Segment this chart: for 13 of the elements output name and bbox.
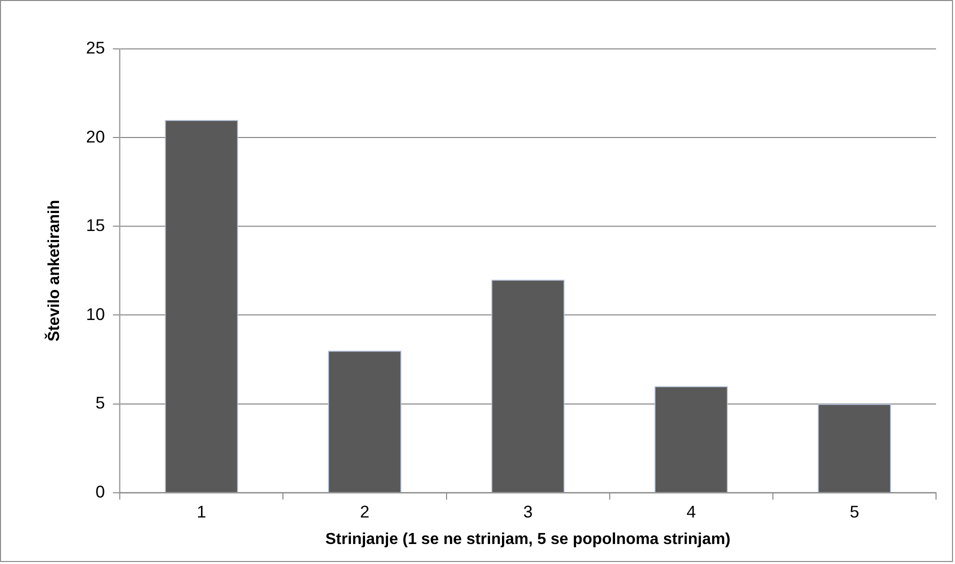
x-tick-label: 4 [686, 502, 696, 522]
x-tick-label: 2 [360, 502, 370, 522]
x-tick-label: 5 [850, 502, 860, 522]
y-axis-title: Število anketiranih [44, 200, 63, 342]
y-tick-label: 5 [95, 394, 105, 413]
x-tick-label: 3 [523, 502, 533, 522]
y-tick-label: 10 [86, 304, 105, 324]
y-tick-label: 0 [95, 482, 105, 502]
x-tick-label: 1 [196, 502, 206, 522]
y-tick-label: 15 [86, 216, 105, 236]
x-axis-title: Strinjanje (1 se ne strinjam, 5 se popolnoma strinjam) [325, 530, 730, 548]
y-tick-label: 20 [86, 127, 105, 146]
y-tick-label: 25 [86, 38, 105, 58]
